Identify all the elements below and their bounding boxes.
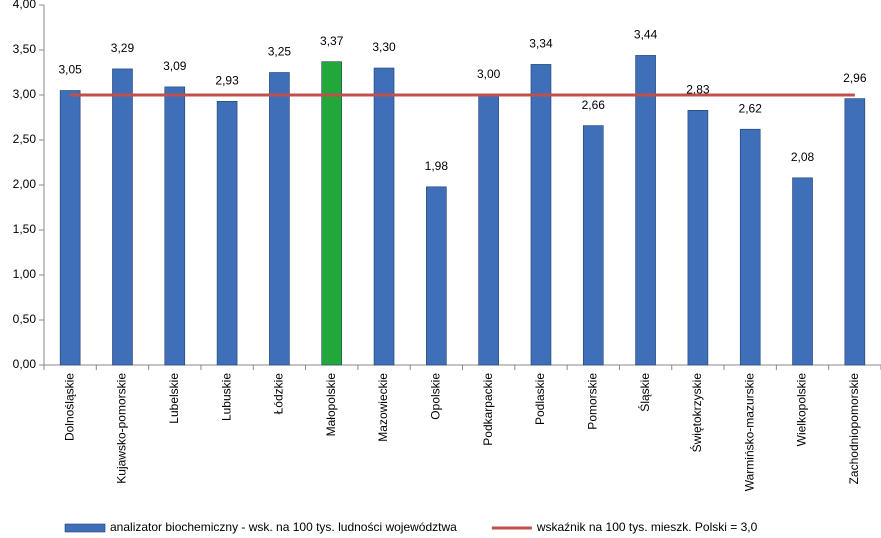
x-tick-label: Warmińsko-mazurskie	[742, 373, 756, 492]
y-tick-label: 1,00	[13, 267, 37, 281]
bar	[373, 67, 395, 366]
y-tick-label: 0,50	[13, 312, 37, 326]
legend-label: analizator biochemiczny - wsk. na 100 ty…	[110, 520, 457, 534]
bar	[112, 68, 133, 366]
x-tick-label: Kujawsko-pomorskie	[115, 373, 129, 484]
x-tick-label: Małopolskie	[324, 373, 338, 437]
x-tick-label: Łódzkie	[272, 373, 286, 415]
value-label: 2,96	[843, 71, 867, 85]
y-tick-label: 2,00	[13, 177, 37, 191]
value-label: 3,25	[268, 45, 292, 59]
value-label: 2,08	[791, 150, 815, 164]
x-tick-label: Pomorskie	[585, 373, 599, 430]
bar	[530, 64, 552, 366]
value-label: 3,29	[111, 41, 135, 55]
bar	[59, 90, 81, 366]
y-tick-label: 1,50	[13, 222, 37, 236]
x-tick-label: Podkarpackie	[481, 373, 495, 446]
x-tick-label: Podlaskie	[533, 373, 547, 425]
x-tick-label: Mazowieckie	[376, 373, 390, 442]
value-label: 1,98	[425, 159, 449, 173]
x-tick-label: Lubuskie	[219, 373, 233, 421]
bar	[216, 101, 238, 366]
bar	[478, 94, 499, 366]
x-tick-label: Opolskie	[429, 373, 443, 420]
value-label: 3,30	[372, 40, 396, 54]
bar	[635, 55, 656, 366]
x-tick-label: Wielkopolskie	[795, 373, 809, 447]
legend-label: wskaźnik na 100 tys. mieszk. Polski = 3,…	[536, 520, 758, 534]
value-label: 2,62	[739, 101, 763, 115]
x-tick-label: Lubelskie	[167, 373, 181, 424]
y-tick-label: 0,00	[13, 357, 37, 371]
y-tick-label: 2,50	[13, 132, 37, 146]
y-tick-label: 3,50	[13, 42, 37, 56]
bar	[792, 177, 813, 366]
bar	[321, 61, 343, 366]
bar	[844, 98, 866, 366]
x-tick-label: Świętokrzyskie	[689, 373, 704, 453]
bar	[269, 72, 290, 366]
y-tick-label: 3,00	[13, 87, 37, 101]
value-label: 2,66	[582, 98, 606, 112]
value-label: 3,00	[477, 67, 501, 81]
bar	[164, 86, 186, 366]
bar	[739, 128, 761, 366]
x-tick-label: Dolnośląskie	[62, 373, 76, 441]
value-label: 2,93	[215, 73, 239, 87]
bar	[426, 186, 447, 366]
x-tick-label: Zachodniopomorskie	[847, 373, 861, 485]
value-label: 3,37	[320, 34, 344, 48]
value-label: 3,34	[529, 37, 553, 51]
bar	[582, 125, 604, 366]
x-tick-label: Śląskie	[637, 373, 652, 412]
value-label: 3,09	[163, 59, 187, 73]
value-label: 3,05	[58, 63, 82, 77]
value-label: 3,44	[634, 28, 658, 42]
bar	[687, 110, 709, 366]
y-tick-label: 4,00	[13, 0, 37, 11]
legend-swatch	[64, 523, 106, 533]
value-label: 2,83	[686, 82, 710, 96]
